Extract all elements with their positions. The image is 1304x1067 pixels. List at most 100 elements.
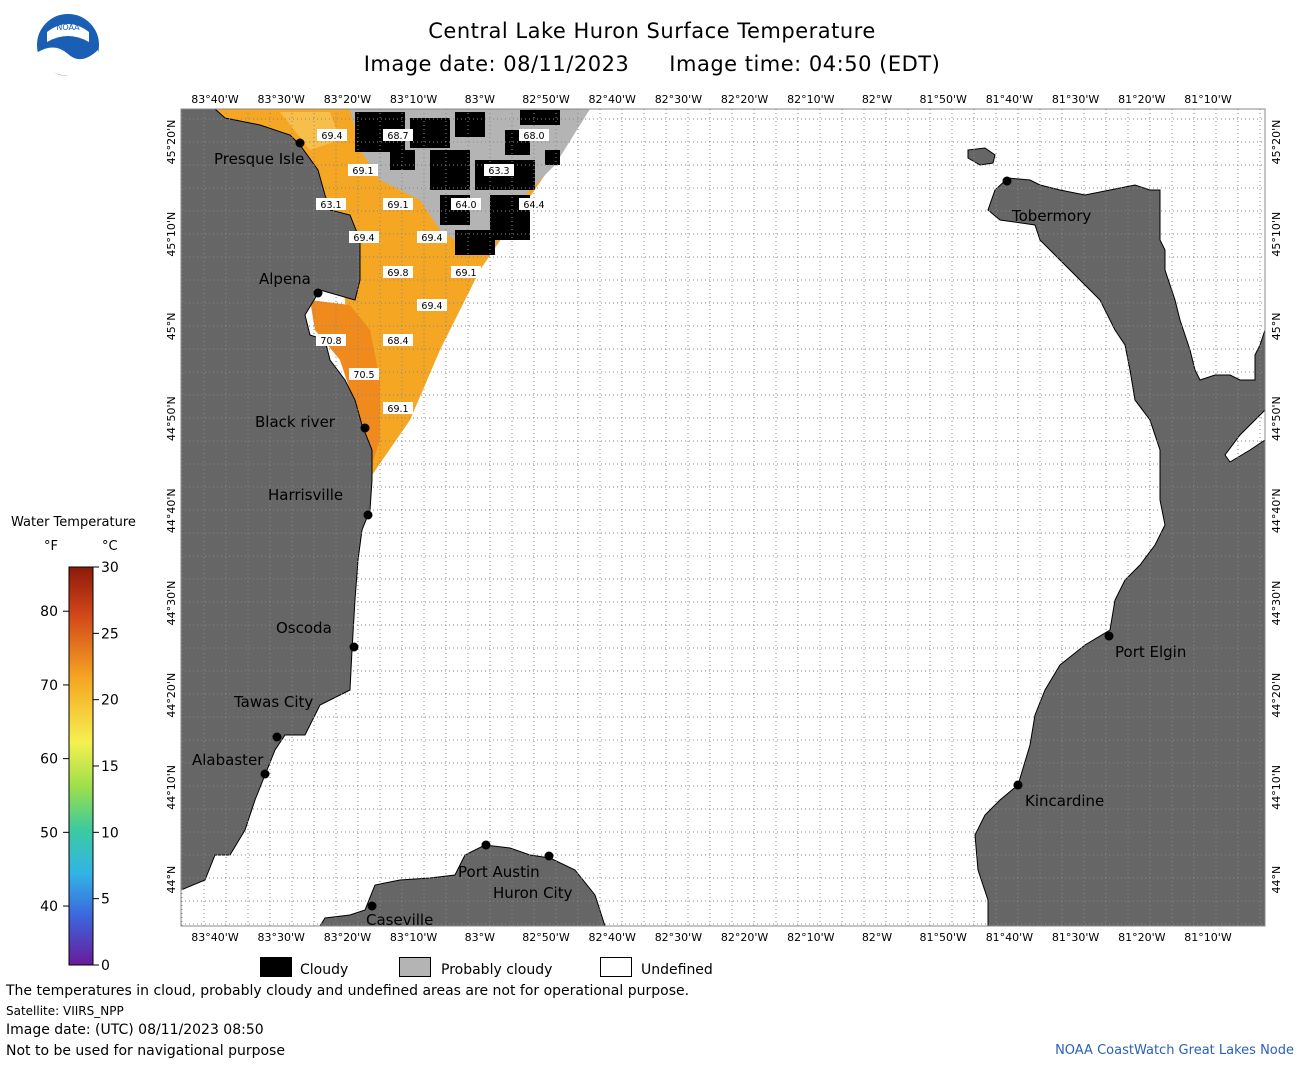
temperature-value: 69.1	[348, 164, 378, 177]
temperature-value: 69.1	[383, 402, 413, 415]
svg-text:64.0: 64.0	[455, 200, 476, 211]
temperature-value: 64.0	[451, 198, 481, 211]
key-cloudy-label: Cloudy	[300, 962, 349, 978]
city-markers	[260, 138, 1114, 911]
svg-text:69.8: 69.8	[387, 268, 408, 279]
key-prob-cloudy-label: Probably cloudy	[441, 962, 553, 978]
lat-label-right: 44°20'N	[1270, 673, 1283, 718]
lat-label-left: 44°N	[165, 866, 178, 894]
svg-text:69.4: 69.4	[421, 233, 442, 244]
image-time: Image time: 04:50 (EDT)	[669, 52, 941, 76]
colorbar-title: Water Temperature	[11, 515, 136, 530]
unit-c: °C	[102, 539, 118, 554]
unit-f: °F	[44, 539, 58, 554]
temperature-value: 69.8	[383, 266, 413, 279]
svg-text:69.1: 69.1	[387, 404, 408, 415]
land-cove-island	[967, 147, 996, 166]
label-port-austin: Port Austin	[458, 863, 540, 881]
page-title: Central Lake Huron Surface Temperature	[428, 19, 876, 43]
colorbar-c-tick: 15	[101, 759, 119, 775]
colorbar-c-tick: 30	[101, 560, 119, 576]
footer-credit: NOAA CoastWatch Great Lakes Node	[1055, 1043, 1294, 1058]
map-frame	[180, 108, 1266, 927]
temperature-value: 70.8	[316, 334, 346, 347]
svg-text:69.1: 69.1	[387, 200, 408, 211]
temperature-value: 68.4	[383, 334, 413, 347]
lon-label-bottom: 83°W	[465, 931, 495, 944]
label-kincardine: Kincardine	[1025, 792, 1104, 810]
lon-label-bottom: 82°30'W	[655, 931, 703, 944]
colorbar-f-tick: 80	[40, 604, 58, 620]
label-caseville: Caseville	[366, 911, 433, 929]
lon-label-bottom: 81°10'W	[1184, 931, 1232, 944]
colorbar-f-tick: 70	[40, 678, 58, 694]
colorbar-c-tick: 0	[101, 958, 110, 974]
colorbar-c-tick: 10	[101, 825, 119, 841]
lat-label-right: 45°N	[1270, 313, 1283, 341]
lon-label-bottom: 82°10'W	[787, 931, 835, 944]
footer-utc-date: Image date: (UTC) 08/11/2023 08:50	[6, 1022, 264, 1038]
lat-label-left: 45°10'N	[165, 212, 178, 257]
lon-label-top: 81°20'W	[1118, 93, 1166, 106]
temperature-value: 69.4	[349, 231, 379, 244]
image-date: Image date: 08/11/2023	[363, 52, 630, 76]
lon-label-top: 82°30'W	[655, 93, 703, 106]
lon-label-bottom: 82°40'W	[588, 931, 636, 944]
lon-label-top: 81°10'W	[1184, 93, 1232, 106]
svg-text:69.4: 69.4	[321, 131, 342, 142]
temperature-value: 70.5	[349, 368, 379, 381]
lon-label-top: 81°50'W	[919, 93, 967, 106]
lon-label-top: 81°40'W	[986, 93, 1034, 106]
lon-label-top: 83°10'W	[390, 93, 438, 106]
lon-label-top: 81°30'W	[1052, 93, 1100, 106]
label-black-river: Black river	[255, 413, 336, 431]
temperature-value: 64.4	[519, 198, 549, 211]
lon-label-bottom: 81°20'W	[1118, 931, 1166, 944]
colorbar-c-tick: 25	[101, 626, 119, 642]
key-prob-cloudy-swatch	[399, 957, 431, 977]
temperature-value: 69.4	[417, 299, 447, 312]
colorbar-f-tick: 60	[40, 752, 58, 768]
temperature-value: 69.1	[451, 266, 481, 279]
lon-label-bottom: 83°40'W	[191, 931, 239, 944]
svg-text:63.3: 63.3	[488, 166, 509, 177]
svg-text:69.1: 69.1	[352, 166, 373, 177]
lat-label-left: 45°N	[165, 313, 178, 341]
lon-label-top: 82°40'W	[588, 93, 636, 106]
land-ontario	[974, 177, 1265, 926]
lat-label-right: 44°50'N	[1270, 396, 1283, 441]
colorbar-c-tick: 20	[101, 693, 119, 709]
label-oscoda: Oscoda	[276, 619, 332, 637]
svg-text:68.7: 68.7	[387, 131, 408, 142]
lon-label-bottom: 83°20'W	[324, 931, 372, 944]
lon-label-top: 82°20'W	[721, 93, 769, 106]
lon-label-bottom: 81°40'W	[986, 931, 1034, 944]
temperature-labels: 69.4 68.7 68.0 69.1 63.3 63.1 69.1 64.0 64.4 69.4…	[316, 129, 549, 415]
label-tobermory: Tobermory	[1011, 207, 1091, 225]
label-harrisville: Harrisville	[268, 486, 343, 504]
key-undefined-label: Undefined	[641, 962, 713, 978]
lon-label-top: 82°10'W	[787, 93, 835, 106]
label-tawas-city: Tawas City	[233, 693, 313, 711]
colorbar-c-tick: 5	[101, 892, 110, 908]
lon-label-bottom: 82°20'W	[721, 931, 769, 944]
svg-text:68.0: 68.0	[523, 131, 544, 142]
lon-label-top: 82°W	[862, 93, 892, 106]
lat-label-right: 45°10'N	[1270, 212, 1283, 257]
lat-label-left: 44°20'N	[165, 673, 178, 718]
noaa-logo: NOAA	[35, 12, 101, 78]
lon-label-top: 83°W	[465, 93, 495, 106]
footer-nav-warning: Not to be used for navigational purpose	[6, 1043, 285, 1059]
lat-label-right: 44°10'N	[1270, 765, 1283, 810]
lat-label-left: 44°30'N	[165, 581, 178, 626]
temperature-value: 69.1	[383, 198, 413, 211]
label-port-elgin: Port Elgin	[1115, 643, 1186, 661]
label-huron-city: Huron City	[493, 884, 573, 902]
lat-label-right: 44°N	[1270, 866, 1283, 894]
lat-label-right: 44°30'N	[1270, 581, 1283, 626]
lat-label-left: 44°10'N	[165, 765, 178, 810]
logo-text: NOAA	[56, 23, 80, 32]
colorbar-f-tick: 50	[40, 825, 58, 841]
